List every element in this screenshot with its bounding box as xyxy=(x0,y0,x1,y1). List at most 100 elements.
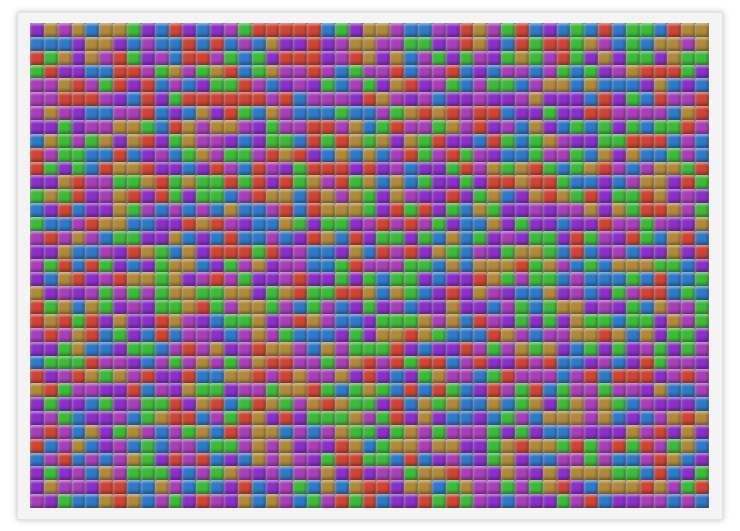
tile-magenta[interactable] xyxy=(196,341,211,356)
tile-green[interactable] xyxy=(126,175,141,190)
tile-purple[interactable] xyxy=(126,313,141,328)
tile-blue[interactable] xyxy=(487,64,502,79)
tile-red[interactable] xyxy=(348,258,363,273)
tile-red[interactable] xyxy=(390,64,405,79)
tile-purple[interactable] xyxy=(196,230,211,245)
tile-green[interactable] xyxy=(251,244,266,259)
tile-magenta[interactable] xyxy=(445,36,460,51)
tile-green[interactable] xyxy=(570,119,585,134)
tile-tan[interactable] xyxy=(417,466,432,481)
tile-green[interactable] xyxy=(445,78,460,93)
tile-green[interactable] xyxy=(168,494,183,508)
tile-magenta[interactable] xyxy=(487,313,502,328)
tile-purple[interactable] xyxy=(196,313,211,328)
tile-tan[interactable] xyxy=(681,438,696,453)
tile-magenta[interactable] xyxy=(598,36,612,51)
tile-green[interactable] xyxy=(528,36,543,51)
tile-tan[interactable] xyxy=(598,397,612,411)
tile-tan[interactable] xyxy=(584,161,599,176)
tile-green[interactable] xyxy=(210,189,224,204)
tile-magenta[interactable] xyxy=(431,78,446,93)
tile-purple[interactable] xyxy=(390,494,405,508)
tile-red[interactable] xyxy=(113,78,127,93)
tile-red[interactable] xyxy=(154,175,169,190)
tile-magenta[interactable] xyxy=(681,147,696,162)
tile-blue[interactable] xyxy=(334,383,349,398)
tile-blue[interactable] xyxy=(611,23,626,37)
tile-magenta[interactable] xyxy=(514,480,529,495)
tile-tan[interactable] xyxy=(85,36,100,51)
tile-green[interactable] xyxy=(223,78,238,93)
tile-magenta[interactable] xyxy=(182,327,197,342)
tile-magenta[interactable] xyxy=(279,106,294,120)
tile-red[interactable] xyxy=(43,64,58,79)
tile-red[interactable] xyxy=(431,355,446,370)
tile-magenta[interactable] xyxy=(528,78,543,93)
tile-green[interactable] xyxy=(625,23,640,37)
tile-green[interactable] xyxy=(223,147,238,162)
tile-purple[interactable] xyxy=(30,23,44,37)
tile-magenta[interactable] xyxy=(376,355,391,370)
tile-green[interactable] xyxy=(681,341,696,356)
tile-magenta[interactable] xyxy=(71,216,86,231)
tile-green[interactable] xyxy=(431,216,446,231)
tile-tan[interactable] xyxy=(556,300,571,314)
tile-magenta[interactable] xyxy=(99,189,114,204)
tile-red[interactable] xyxy=(598,327,612,342)
tile-red[interactable] xyxy=(210,92,224,107)
tile-purple[interactable] xyxy=(528,216,543,231)
tile-green[interactable] xyxy=(514,397,529,411)
tile-magenta[interactable] xyxy=(639,397,654,411)
tile-magenta[interactable] xyxy=(473,466,488,481)
tile-blue[interactable] xyxy=(542,424,557,439)
tile-purple[interactable] xyxy=(431,36,446,51)
tile-magenta[interactable] xyxy=(417,424,432,439)
tile-blue[interactable] xyxy=(695,230,709,245)
tile-green[interactable] xyxy=(99,258,114,273)
tile-green[interactable] xyxy=(501,272,515,287)
tile-blue[interactable] xyxy=(611,313,626,328)
tile-purple[interactable] xyxy=(611,119,626,134)
tile-blue[interactable] xyxy=(223,397,238,411)
tile-blue[interactable] xyxy=(667,133,682,148)
tile-blue[interactable] xyxy=(611,355,626,370)
tile-blue[interactable] xyxy=(182,230,197,245)
tile-green[interactable] xyxy=(653,355,668,370)
tile-red[interactable] xyxy=(348,452,363,467)
tile-red[interactable] xyxy=(390,119,405,134)
tile-blue[interactable] xyxy=(570,341,585,356)
tile-red[interactable] xyxy=(126,189,141,204)
tile-green[interactable] xyxy=(570,161,585,176)
tile-red[interactable] xyxy=(168,452,183,467)
tile-tan[interactable] xyxy=(445,397,460,411)
tile-blue[interactable] xyxy=(695,494,709,508)
tile-green[interactable] xyxy=(154,397,169,411)
tile-tan[interactable] xyxy=(334,147,349,162)
tile-magenta[interactable] xyxy=(667,480,682,495)
tile-purple[interactable] xyxy=(584,355,599,370)
tile-purple[interactable] xyxy=(487,230,502,245)
tile-purple[interactable] xyxy=(99,424,114,439)
tile-blue[interactable] xyxy=(639,92,654,107)
tile-green[interactable] xyxy=(348,341,363,356)
tile-purple[interactable] xyxy=(514,106,529,120)
tile-red[interactable] xyxy=(639,64,654,79)
tile-red[interactable] xyxy=(307,50,321,65)
tile-red[interactable] xyxy=(154,327,169,342)
tile-tan[interactable] xyxy=(182,133,197,148)
tile-red[interactable] xyxy=(113,50,127,65)
tile-magenta[interactable] xyxy=(404,189,418,204)
tile-tan[interactable] xyxy=(265,36,280,51)
tile-red[interactable] xyxy=(514,23,529,37)
tile-tan[interactable] xyxy=(168,64,183,79)
tile-green[interactable] xyxy=(43,300,58,314)
tile-green[interactable] xyxy=(487,438,502,453)
tile-tan[interactable] xyxy=(667,203,682,217)
tile-red[interactable] xyxy=(140,106,155,120)
tile-blue[interactable] xyxy=(43,272,58,287)
tile-magenta[interactable] xyxy=(334,50,349,65)
tile-magenta[interactable] xyxy=(237,438,252,453)
tile-purple[interactable] xyxy=(611,147,626,162)
tile-purple[interactable] xyxy=(625,494,640,508)
tile-purple[interactable] xyxy=(223,383,238,398)
